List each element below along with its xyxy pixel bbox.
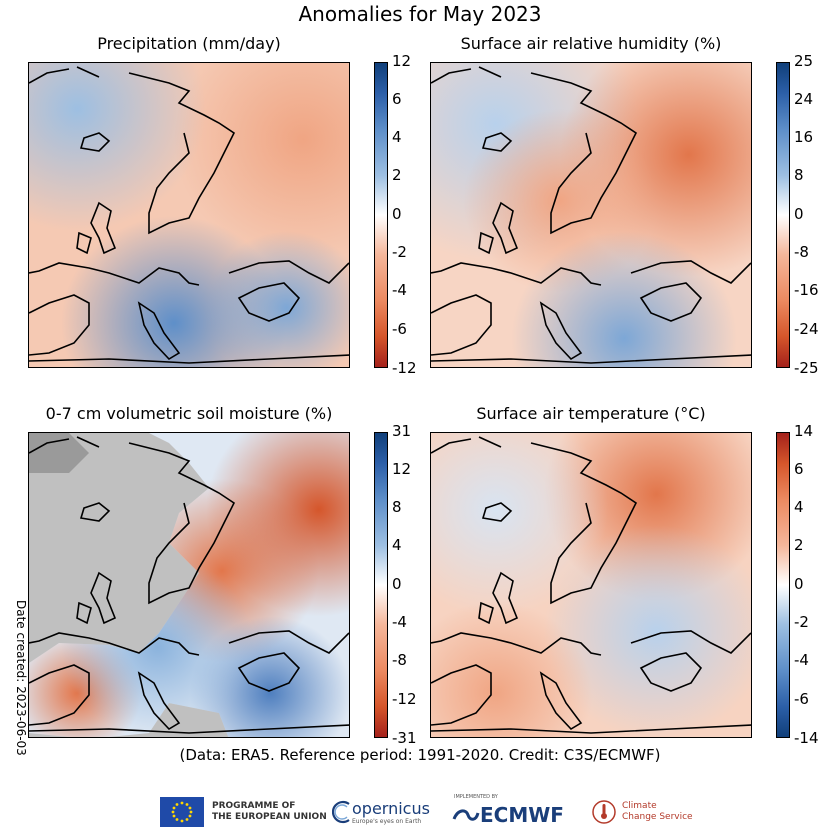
panel-title-humidity: Surface air relative humidity (%) — [460, 34, 722, 53]
eu-line2: THE EUROPEAN UNION — [212, 812, 327, 822]
cbar-tick: -25 — [794, 359, 819, 377]
credit-line: (Data: ERA5. Reference period: 1991-2020… — [179, 746, 661, 764]
cbar-tick: 0 — [392, 575, 402, 593]
cbar-tick: -4 — [794, 651, 809, 669]
map-precipitation — [28, 62, 350, 368]
eu-logo: PROGRAMME OF THE EUROPEAN UNION — [160, 796, 327, 828]
cbar-tick: 0 — [794, 205, 804, 223]
ecmwf-implemented-by: IMPLEMENTED BY — [454, 794, 498, 800]
cbar-tick: 4 — [392, 128, 402, 146]
coastlines — [431, 66, 751, 364]
coastlines — [29, 436, 349, 734]
colorbar-temperature — [776, 432, 790, 738]
coastlines — [431, 436, 751, 734]
c3s-line2: Change Service — [622, 812, 693, 822]
panel-title-soil-moisture: 0-7 cm volumetric soil moisture (%) — [45, 404, 333, 423]
cbar-tick: 25 — [794, 52, 814, 70]
cbar-tick: -4 — [392, 281, 407, 299]
c3s-logo: Climate Change Service — [592, 796, 693, 828]
cbar-tick: 0 — [794, 575, 804, 593]
cbar-tick: -12 — [392, 359, 417, 377]
map-temperature — [430, 432, 752, 738]
cbar-tick: 6 — [794, 460, 804, 478]
cbar-tick: -24 — [794, 320, 819, 338]
cbar-tick: 6 — [392, 90, 402, 108]
copernicus-tagline: Europe's eyes on Earth — [352, 818, 422, 825]
colorbar-precipitation — [374, 62, 388, 368]
map-humidity — [430, 62, 752, 368]
cbar-tick: 12 — [392, 52, 412, 70]
cbar-tick: -16 — [794, 281, 819, 299]
thermometer-icon — [592, 800, 616, 824]
figure-title: Anomalies for May 2023 — [298, 2, 542, 26]
map-soil-moisture — [28, 432, 350, 738]
cbar-tick: 14 — [794, 422, 814, 440]
eu-line1: PROGRAMME OF — [212, 801, 296, 811]
copernicus-c-icon — [332, 800, 350, 824]
ecmwf-swirl-icon — [452, 809, 480, 821]
cbar-tick: 31 — [392, 422, 412, 440]
eu-flag-icon — [160, 797, 204, 827]
cbar-tick: 0 — [392, 205, 402, 223]
logo-bar: PROGRAMME OF THE EUROPEAN UNION opernicu… — [0, 794, 840, 832]
date-created-label: Date created: 2023-06-03 — [14, 600, 28, 756]
colorbar-soil-moisture — [374, 432, 388, 738]
cbar-tick: -12 — [392, 690, 417, 708]
copernicus-wordmark: opernicus — [352, 799, 430, 818]
eu-programme-text: PROGRAMME OF THE EUROPEAN UNION — [212, 801, 327, 823]
ecmwf-logo: IMPLEMENTED BY ECMWF — [452, 794, 564, 828]
panel-title-temperature: Surface air temperature (°C) — [476, 404, 706, 423]
cbar-tick: 24 — [794, 90, 814, 108]
cbar-tick: 4 — [392, 536, 402, 554]
c3s-line1: Climate — [622, 801, 657, 811]
cbar-tick: 8 — [392, 498, 402, 516]
cbar-tick: -6 — [794, 690, 809, 708]
cbar-tick: -4 — [392, 613, 407, 631]
cbar-tick: 2 — [794, 536, 804, 554]
cbar-tick: -31 — [392, 729, 417, 747]
cbar-tick: -8 — [794, 243, 809, 261]
colorbar-humidity — [776, 62, 790, 368]
copernicus-logo: opernicus Europe's eyes on Earth — [332, 796, 430, 828]
cbar-tick: -14 — [794, 729, 819, 747]
cbar-tick: 4 — [794, 498, 804, 516]
coastlines — [29, 66, 349, 364]
c3s-text: Climate Change Service — [622, 801, 693, 823]
cbar-tick: 12 — [392, 460, 412, 478]
cbar-tick: 16 — [794, 128, 814, 146]
panel-title-precipitation: Precipitation (mm/day) — [97, 34, 281, 53]
cbar-tick: -8 — [392, 651, 407, 669]
cbar-tick: 8 — [794, 166, 804, 184]
cbar-tick: -6 — [392, 320, 407, 338]
cbar-tick: 2 — [392, 166, 402, 184]
cbar-tick: -2 — [392, 243, 407, 261]
ecmwf-wordmark: ECMWF — [480, 803, 564, 827]
cbar-tick: -2 — [794, 613, 809, 631]
